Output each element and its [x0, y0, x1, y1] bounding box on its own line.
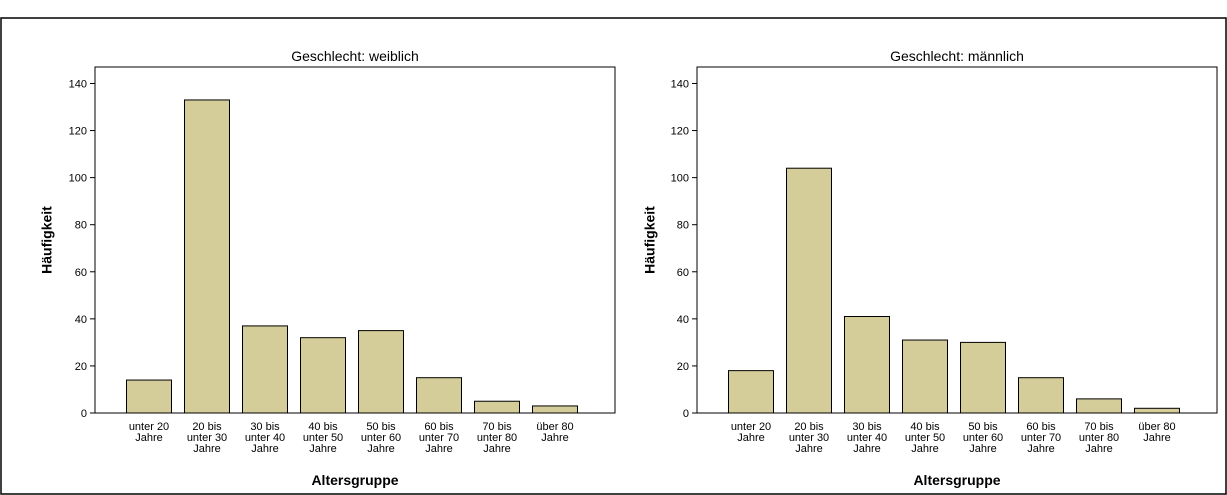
bar — [1076, 398, 1122, 414]
bar — [844, 315, 890, 414]
x-tick-label: unter 20 Jahre — [129, 421, 169, 444]
x-tick-label: über 80 Jahre — [536, 421, 573, 444]
y-axis-label: Häufigkeit — [642, 206, 658, 274]
x-tick-label: 20 bis unter 30 Jahre — [789, 421, 829, 455]
x-tick-label: 50 bis unter 60 Jahre — [361, 421, 401, 455]
x-axis-label: Altersgruppe — [913, 472, 1000, 488]
y-tick-label: 80 — [75, 220, 87, 232]
x-tick-label: 60 bis unter 70 Jahre — [419, 421, 459, 455]
chart-title: Geschlecht: männlich — [890, 48, 1024, 64]
bar — [242, 325, 288, 414]
y-tick-label: 60 — [75, 267, 87, 279]
chart-panel-weiblich: Geschlecht: weiblich Altersgruppe Häufig… — [39, 48, 616, 488]
y-axis-label: Häufigkeit — [39, 206, 55, 274]
bar — [902, 339, 948, 414]
bar — [474, 400, 520, 414]
bar — [300, 337, 346, 414]
y-tick-label: 100 — [69, 173, 87, 185]
bar — [416, 377, 462, 414]
y-tick-label: 40 — [677, 314, 689, 326]
y-tick-label: 140 — [69, 78, 87, 90]
bar — [786, 167, 832, 414]
x-axis-label: Altersgruppe — [311, 472, 398, 488]
y-tick-label: 20 — [677, 361, 689, 373]
x-tick-label: 40 bis unter 50 Jahre — [905, 421, 945, 455]
y-tick-label: 100 — [671, 173, 689, 185]
bar — [532, 405, 578, 414]
x-tick-label: 30 bis unter 40 Jahre — [847, 421, 887, 455]
y-tick-label: 120 — [671, 126, 689, 138]
bar — [126, 379, 172, 414]
chart-title: Geschlecht: weiblich — [291, 48, 419, 64]
x-tick-label: über 80 Jahre — [1138, 421, 1175, 444]
x-tick-label: 30 bis unter 40 Jahre — [245, 421, 285, 455]
y-tick-label: 0 — [81, 408, 87, 420]
bar — [728, 370, 774, 414]
plot-area-frame — [696, 66, 1218, 414]
y-tick-label: 80 — [677, 220, 689, 232]
bar — [1134, 407, 1180, 414]
bar — [184, 99, 230, 414]
x-tick-label: 50 bis unter 60 Jahre — [963, 421, 1003, 455]
x-tick-label: unter 20 Jahre — [731, 421, 771, 444]
plot-area-frame — [94, 66, 616, 414]
y-tick-label: 120 — [69, 126, 87, 138]
y-tick-label: 60 — [677, 267, 689, 279]
bar — [358, 330, 404, 414]
bar — [960, 341, 1006, 414]
x-tick-label: 70 bis unter 80 Jahre — [1079, 421, 1119, 455]
chart-panel-maennlich: Geschlecht: männlich Altersgruppe Häufig… — [642, 48, 1218, 488]
x-tick-label: 60 bis unter 70 Jahre — [1021, 421, 1061, 455]
y-tick-label: 0 — [683, 408, 689, 420]
bar — [1018, 377, 1064, 414]
x-tick-label: 70 bis unter 80 Jahre — [477, 421, 517, 455]
y-tick-label: 20 — [75, 361, 87, 373]
x-tick-label: 20 bis unter 30 Jahre — [187, 421, 227, 455]
y-tick-label: 140 — [671, 78, 689, 90]
x-tick-label: 40 bis unter 50 Jahre — [303, 421, 343, 455]
y-tick-label: 40 — [75, 314, 87, 326]
